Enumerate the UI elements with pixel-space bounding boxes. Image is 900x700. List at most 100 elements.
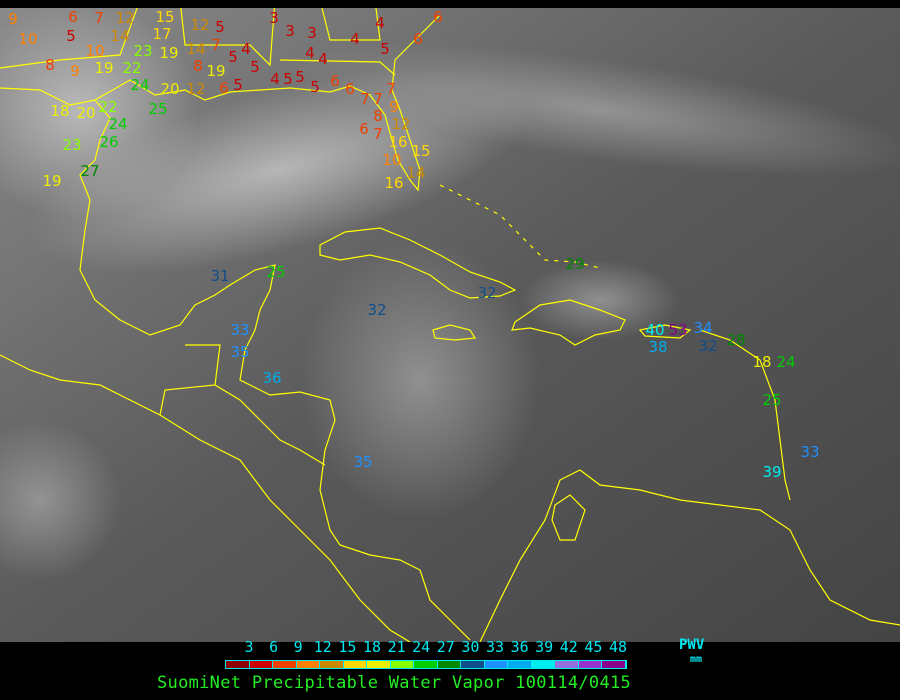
legend-tick: 21 [387, 638, 406, 656]
station-pwv-value: 5 [66, 27, 76, 45]
station-pwv-value: 3 [307, 24, 317, 42]
station-pwv-value: 32 [477, 284, 496, 302]
station-pwv-value: 8 [45, 56, 55, 74]
station-pwv-value: 10 [18, 30, 37, 48]
station-pwv-value: 9 [8, 10, 18, 28]
station-pwv-value: 19 [42, 172, 61, 190]
legend-tick: 33 [485, 638, 505, 656]
station-pwv-value: 15 [411, 142, 430, 160]
legend-tick-labels: 3 6 9 12 15 18 21 24 27 30 33 36 39 42 45 48 [0, 638, 900, 656]
station-pwv-value: 19 [159, 44, 178, 62]
station-pwv-value: 26 [99, 133, 118, 151]
legend-tick: 42 [559, 638, 578, 656]
station-pwv-value: 8 [373, 107, 383, 125]
station-pwv-value: 12 [391, 115, 410, 133]
station-pwv-value: 5 [380, 40, 390, 58]
legend-swatch [226, 661, 250, 668]
legend-tick: 27 [436, 638, 455, 656]
legend-tick: 24 [412, 638, 431, 656]
station-pwv-value: 40 [645, 321, 664, 339]
station-pwv-value: 6 [219, 79, 229, 97]
station-pwv-value: 25 [266, 263, 285, 281]
station-pwv-value: 5 [215, 18, 225, 36]
station-pwv-value: 20 [76, 104, 95, 122]
station-pwv-value: 7 [360, 90, 370, 108]
station-pwv-value: 32 [367, 301, 386, 319]
station-pwv-value: 36 [262, 369, 281, 387]
legend-swatch [320, 661, 344, 668]
station-pwv-value: 19 [94, 59, 113, 77]
legend-swatch [437, 661, 461, 668]
legend-tick: 3 [244, 638, 254, 656]
station-pwv-value: 17 [152, 25, 171, 43]
station-pwv-value: 3 [285, 22, 295, 40]
station-pwv-value: 20 [160, 80, 179, 98]
station-pwv-value: 14 [110, 27, 129, 45]
station-pwv-value: 14 [186, 40, 205, 58]
legend-swatch [414, 661, 438, 668]
station-pwv-value: 6 [433, 8, 443, 26]
legend-tick: 9 [293, 638, 303, 656]
station-pwv-value: 6 [345, 80, 355, 98]
station-pwv-value: 7 [386, 80, 396, 98]
station-pwv-value: 6 [413, 30, 423, 48]
station-pwv-value: 39 [762, 463, 781, 481]
station-pwv-value: 6 [68, 8, 78, 26]
station-pwv-value: 6 [330, 72, 340, 90]
station-pwv-value: 10 [85, 42, 104, 60]
station-pwv-value: 19 [206, 62, 225, 80]
station-pwv-value: 33 [800, 443, 819, 461]
station-pwv-value: 34 [693, 319, 712, 337]
station-pwv-value: 12 [190, 16, 209, 34]
legend-tick: 6 [269, 638, 279, 656]
legend-tick: 45 [584, 638, 603, 656]
station-pwv-value: 18 [752, 353, 771, 371]
station-pwv-value: 28 [726, 331, 745, 349]
station-pwv-value: 5 [295, 68, 305, 86]
station-pwv-value: 12 [115, 9, 134, 27]
legend-swatch [343, 661, 367, 668]
station-pwv-value: 22 [98, 98, 117, 116]
station-pwv-value: 4 [241, 40, 251, 58]
station-pwv-value: 7 [373, 90, 383, 108]
station-pwv-value: 7 [373, 125, 383, 143]
legend-swatch [367, 661, 391, 668]
station-pwv-value: 4 [350, 30, 360, 48]
station-pwv-value: 35 [230, 343, 249, 361]
coastlines [0, 8, 900, 642]
legend-swatch [296, 661, 320, 668]
station-pwv-value: 22 [122, 59, 141, 77]
station-pwv-value: 25 [762, 391, 781, 409]
station-pwv-value: 23 [133, 42, 152, 60]
station-pwv-value: 5 [310, 78, 320, 96]
station-pwv-value: 14 [406, 164, 425, 182]
legend-unit-label: PWV [679, 637, 705, 653]
legend-swatch [508, 661, 532, 668]
station-pwv-value: 27 [80, 162, 99, 180]
legend-swatch [390, 661, 414, 668]
station-pwv-value: 6 [359, 120, 369, 138]
station-pwv-value: 10 [382, 151, 401, 169]
legend-tick: 30 [461, 638, 480, 656]
legend-swatch [602, 661, 626, 668]
station-pwv-value: 25 [148, 100, 167, 118]
station-pwv-value: 24 [130, 76, 149, 94]
station-pwv-value: 9 [389, 98, 399, 116]
legend-swatch [461, 661, 485, 668]
legend-swatch [484, 661, 508, 668]
station-pwv-value: 32 [698, 337, 717, 355]
station-pwv-value: 18 [50, 102, 69, 120]
legend-swatch [273, 661, 297, 668]
station-pwv-value: 38 [648, 338, 667, 356]
legend-tick: 18 [362, 638, 382, 656]
station-pwv-value: 7 [211, 36, 221, 54]
legend-unit: mm [690, 654, 703, 665]
station-pwv-value: 24 [776, 353, 795, 371]
station-pwv-value: 9 [70, 62, 80, 80]
legend-tick: 15 [338, 638, 357, 656]
legend-color-bar [225, 660, 627, 669]
station-pwv-value: 3 [269, 9, 279, 27]
